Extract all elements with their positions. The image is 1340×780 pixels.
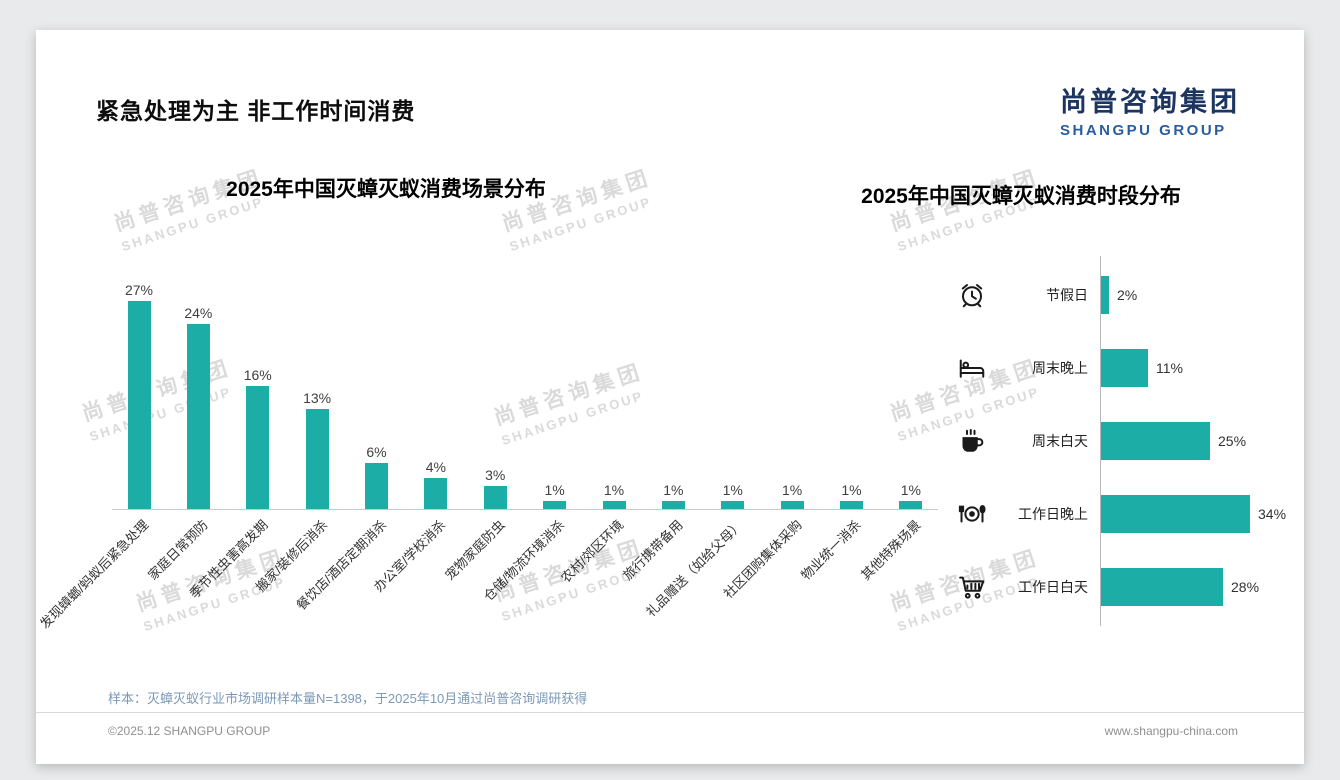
time-chart-rows: 节假日 2% 周末晚上 11% 周末白天 25% 工作日晚上 34% 工作日白天… [948, 258, 1300, 623]
scene-bar-group: 4% 办公室/学校消杀 [371, 459, 449, 595]
logo: 尚普咨询集团 SHANGPU GROUP [1060, 80, 1240, 139]
scene-bar-category: 农村/郊区环境 [558, 517, 627, 586]
scene-bar [780, 501, 804, 509]
time-bar-row: 工作日白天 28% [948, 550, 1300, 623]
scene-bar-group: 13% 搬家/装修后消杀 [252, 390, 332, 595]
time-bar-row: 周末晚上 11% [948, 331, 1300, 404]
scene-bar-value: 1% [544, 482, 565, 498]
scene-bar [246, 386, 270, 509]
alarm-clock-icon [948, 280, 996, 310]
scene-bar-group: 1% 农村/郊区环境 [558, 482, 627, 585]
scene-bar-value: 1% [663, 482, 684, 498]
scene-bar-group: 1% 社区团购集体采购 [721, 482, 805, 601]
scene-bar-value: 16% [243, 367, 272, 383]
scene-bar [483, 486, 507, 509]
scene-chart-title: 2025年中国灭蟑灭蚁消费场景分布 [226, 178, 546, 201]
time-chart: 节假日 2% 周末晚上 11% 周末白天 25% 工作日晚上 34% 工作日白天… [948, 256, 1300, 626]
time-chart-axis [1100, 256, 1101, 626]
scene-bar-group: 1% 礼品赠送（如给父母） [643, 482, 746, 620]
scene-bar-group: 6% 餐饮店/酒店定期消杀 [293, 444, 390, 613]
scene-bar-group: 1% 其他特殊场景 [858, 482, 924, 583]
time-bar-category: 周末晚上 [1032, 359, 1088, 376]
scene-bar [899, 501, 923, 509]
scene-bar-value: 1% [900, 482, 921, 498]
time-bar [1100, 494, 1250, 533]
scene-bar [602, 501, 626, 509]
time-bar-row: 节假日 2% [948, 258, 1300, 331]
time-bar-track: 34% [1100, 494, 1300, 533]
time-bar-category: 工作日白天 [1018, 578, 1088, 595]
scene-bar-group: 3% 宠物家庭防虫 [442, 467, 508, 583]
scene-chart-plot: 27% 发现蟑螂/蚂蚁后紧急处理 24% 家庭日常预防 16% 季节性虫害高发期… [37, 278, 938, 631]
scene-bar [186, 324, 210, 509]
time-bar-track: 28% [1100, 567, 1300, 606]
slide-card: 尚普咨询集团 SHANGPU GROUP 尚普咨询集团 SHANGPU GROU… [36, 30, 1304, 764]
scene-bar [305, 409, 329, 509]
scene-bar [127, 301, 151, 509]
footer-website: www.shangpu-china.com [1104, 724, 1238, 738]
time-bar [1100, 275, 1109, 314]
time-chart-title: 2025年中国灭蟑灭蚁消费时段分布 [861, 185, 1181, 208]
scene-bar-group: 1% 旅行携带备用 [620, 482, 686, 583]
scene-bar-value: 27% [124, 282, 154, 298]
time-bar [1100, 421, 1210, 460]
time-bar-track: 25% [1100, 421, 1300, 460]
scene-bar-group: 16% 季节性虫害高发期 [186, 367, 272, 601]
cart-icon [948, 572, 996, 602]
scene-bar [543, 501, 567, 509]
watermark: 尚普咨询集团 SHANGPU GROUP [887, 165, 1049, 256]
scene-bar-group: 1% 物业统一消杀 [798, 482, 865, 583]
scene-bar-value: 4% [425, 459, 446, 475]
coffee-icon [948, 426, 996, 456]
scene-bar-group: 27% 发现蟑螂/蚂蚁后紧急处理 [37, 282, 154, 631]
scene-bar [424, 478, 448, 509]
footer-copyright: ©2025.12 SHANGPU GROUP [108, 724, 271, 738]
time-bar-category: 工作日晚上 [1018, 505, 1088, 522]
scene-bar-value: 13% [303, 390, 332, 406]
time-bar-value: 28% [1231, 578, 1260, 595]
logo-text-cn: 尚普咨询集团 [1060, 87, 1240, 117]
sample-note: 样本：灭蟑灭蚁行业市场调研样本量N=1398，于2025年10月通过尚普咨询调研… [108, 691, 588, 706]
scene-bar-group: 1% 仓储/物流环境消杀 [481, 482, 568, 604]
scene-bar-value: 24% [184, 305, 213, 321]
scene-bar [661, 501, 685, 509]
time-bar-row: 工作日晚上 34% [948, 477, 1300, 550]
time-bar-track: 11% [1100, 348, 1300, 387]
scene-bar-value: 1% [782, 482, 803, 498]
time-bar-value: 2% [1117, 286, 1138, 303]
time-bar [1100, 567, 1223, 606]
time-bar [1100, 348, 1148, 387]
time-bar-row: 周末白天 25% [948, 404, 1300, 477]
time-bar-category: 周末白天 [1032, 432, 1088, 449]
scene-bar-category: 其他特殊场景 [857, 517, 924, 583]
scene-bar-value: 6% [366, 444, 387, 460]
scene-bar [721, 501, 745, 509]
logo-text-en: SHANGPU GROUP [1060, 122, 1227, 139]
scene-bar [365, 463, 388, 509]
time-bar-value: 34% [1258, 505, 1287, 522]
scene-bar-value: 1% [722, 482, 743, 498]
time-bar-track: 2% [1100, 275, 1300, 314]
footer: ©2025.12 SHANGPU GROUP www.shangpu-china… [36, 712, 1304, 738]
time-bar-category: 节假日 [1046, 286, 1088, 303]
scene-bar-value: 1% [603, 482, 625, 498]
scene-bar-value: 3% [485, 467, 506, 483]
dining-icon [948, 499, 996, 529]
scene-bar [840, 501, 863, 509]
bed-icon [948, 353, 996, 383]
scene-bar-value: 1% [841, 482, 862, 498]
scene-bar-group: 24% 家庭日常预防 [145, 305, 213, 583]
page-title: 紧急处理为主 非工作时间消费 [96, 98, 416, 124]
scene-bar-category: 物业统一消杀 [798, 517, 865, 583]
time-bar-value: 11% [1156, 359, 1183, 376]
scene-bar-category: 发现蟑螂/蚂蚁后紧急处理 [37, 517, 152, 632]
time-bar-value: 25% [1218, 432, 1247, 449]
